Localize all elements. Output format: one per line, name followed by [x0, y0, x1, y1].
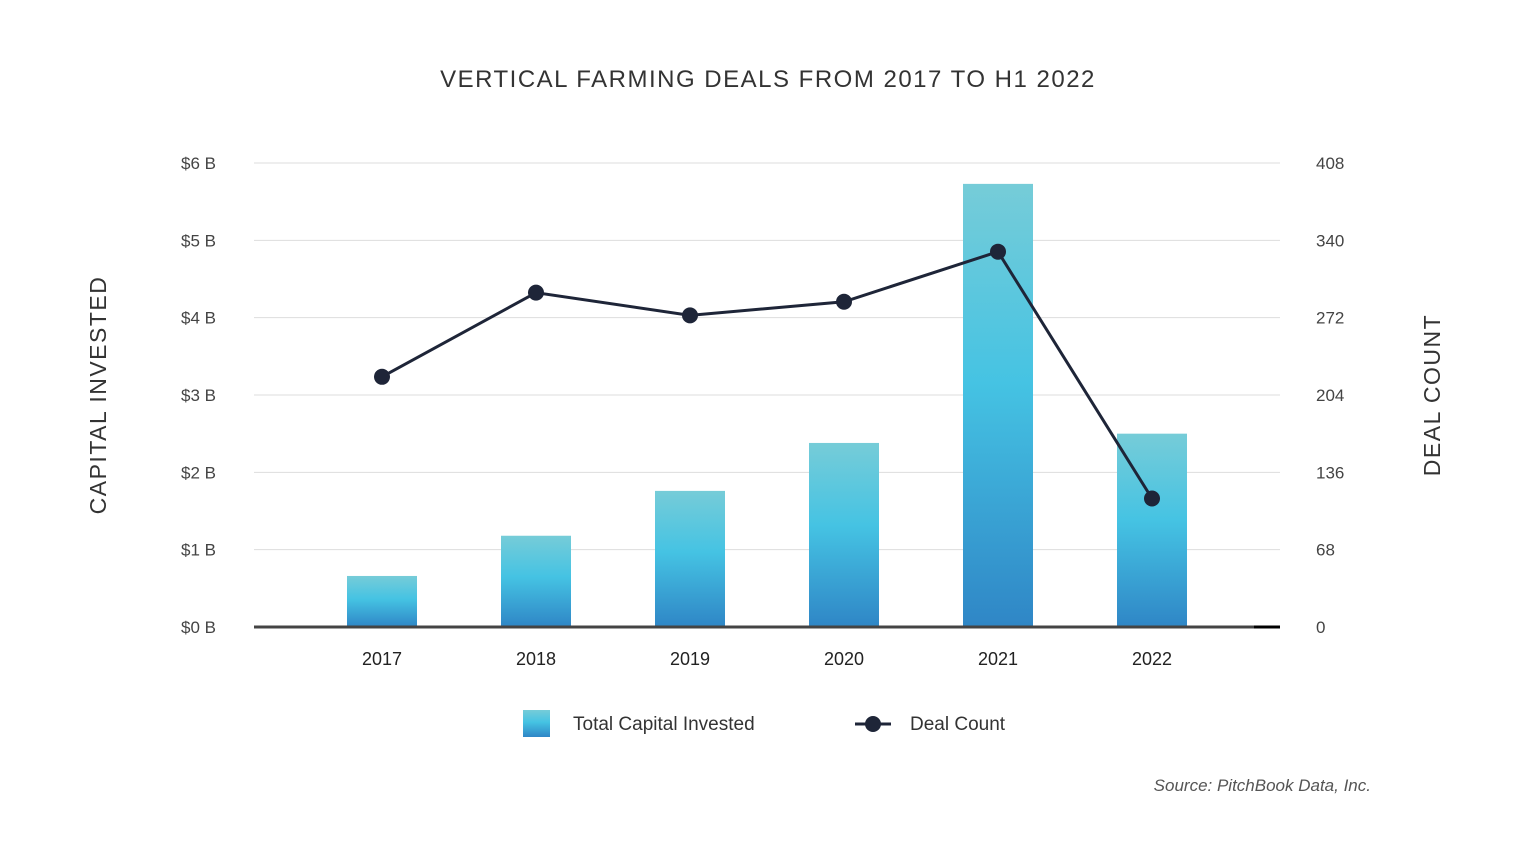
y-tick-label: $4 B [181, 309, 216, 328]
x-tick-label: 2022 [1132, 649, 1172, 669]
deal-count-point-2020 [836, 293, 852, 310]
bar-2019 [655, 490, 725, 627]
deal-count-point-2019 [682, 307, 698, 324]
y2-tick-label: 272 [1316, 309, 1344, 328]
y-tick-label: $5 B [181, 231, 216, 250]
legend-label-capital: Total Capital Invested [573, 714, 755, 735]
x-tick-label: 2018 [516, 649, 556, 669]
y2-tick-label: 340 [1316, 231, 1344, 250]
legend-label-deal-count: Deal Count [910, 714, 1006, 735]
y2-tick-label: 408 [1316, 154, 1344, 173]
y2-tick-label: 0 [1316, 618, 1325, 637]
y2-tick-label: 204 [1316, 386, 1344, 405]
legend: Total Capital Invested Deal Count [523, 710, 1006, 737]
y2-tick-label: 68 [1316, 541, 1335, 560]
bar-2017 [347, 575, 417, 627]
bar-2022 [1117, 433, 1187, 627]
x-tick-label: 2020 [824, 649, 864, 669]
y-axis-label: CAPITAL INVESTED [85, 276, 111, 515]
y-tick-label: $6 B [181, 154, 216, 173]
x-tick-label: 2017 [362, 649, 402, 669]
y-tick-label: $3 B [181, 386, 216, 405]
chart-title: VERTICAL FARMING DEALS FROM 2017 TO H1 2… [440, 66, 1096, 93]
y2-axis-label: DEAL COUNT [1419, 314, 1445, 476]
deal-count-line [381, 249, 1154, 500]
legend-swatch-deal-marker [865, 716, 881, 732]
y-tick-label: $0 B [181, 618, 216, 637]
source-note: Source: PitchBook Data, Inc. [1154, 776, 1371, 795]
x-tick-label: 2019 [670, 649, 710, 669]
y2-tick-label: 136 [1316, 463, 1344, 482]
bar-2020 [809, 442, 879, 627]
deal-count-point-2017 [374, 368, 390, 385]
y-tick-label: $1 B [181, 541, 216, 560]
bar-2018 [501, 535, 571, 627]
y-tick-label: $2 B [181, 463, 216, 482]
legend-swatch-capital [523, 710, 550, 737]
deal-count-point-2022 [1144, 490, 1160, 507]
deal-count-point-2021 [990, 243, 1006, 260]
deal-count-point-2018 [528, 284, 544, 301]
x-tick-label: 2021 [978, 649, 1018, 669]
